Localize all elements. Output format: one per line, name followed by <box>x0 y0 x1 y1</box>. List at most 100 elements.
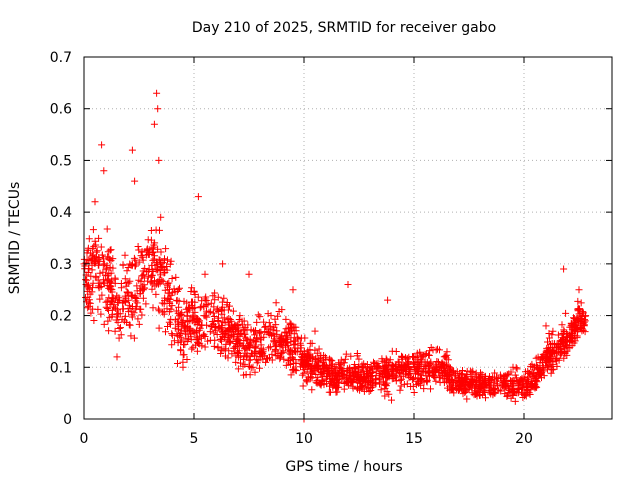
data-point <box>102 298 110 306</box>
data-point <box>106 286 114 294</box>
data-point <box>82 276 89 284</box>
data-point <box>198 297 206 305</box>
data-point <box>97 310 105 318</box>
data-point <box>332 370 339 378</box>
data-point <box>581 328 589 336</box>
data-point <box>461 386 469 394</box>
data-point <box>226 325 233 333</box>
data-point <box>235 350 242 357</box>
data-point <box>392 362 399 370</box>
data-point <box>175 303 183 311</box>
data-point <box>311 327 319 335</box>
data-point <box>427 385 434 393</box>
data-point <box>322 362 330 370</box>
data-point <box>177 347 185 355</box>
data-point <box>128 292 136 300</box>
data-point <box>219 260 227 268</box>
data-point <box>308 386 316 394</box>
data-point <box>155 156 163 164</box>
data-point <box>266 322 274 330</box>
data-point <box>405 370 413 377</box>
data-point <box>253 335 261 343</box>
data-point <box>200 302 208 310</box>
data-point <box>127 291 135 299</box>
data-point <box>201 270 209 278</box>
data-points <box>80 89 590 423</box>
data-point <box>392 373 400 381</box>
data-point <box>287 347 295 354</box>
data-point <box>339 359 347 367</box>
data-point <box>301 366 309 374</box>
data-point <box>130 254 138 262</box>
data-point <box>388 347 396 355</box>
data-point <box>566 338 574 346</box>
data-point <box>275 336 283 344</box>
data-point <box>183 338 191 345</box>
data-point <box>85 235 93 243</box>
data-point <box>107 257 115 265</box>
data-point <box>165 279 173 287</box>
data-point <box>571 332 579 340</box>
data-point <box>118 315 126 323</box>
data-point <box>165 318 173 326</box>
data-point <box>137 252 145 260</box>
data-point <box>287 371 295 379</box>
x-tick-label: 0 <box>80 431 89 447</box>
data-point <box>145 249 153 257</box>
data-point <box>436 372 444 380</box>
data-point <box>418 377 426 385</box>
data-point <box>167 257 175 265</box>
data-point <box>104 248 112 256</box>
data-point <box>252 349 260 357</box>
data-point <box>246 342 254 350</box>
data-point <box>91 237 99 245</box>
data-point <box>150 255 158 263</box>
data-point <box>399 353 407 361</box>
y-tick-label: 0.6 <box>50 102 72 118</box>
data-point <box>328 365 336 373</box>
data-point <box>451 372 459 380</box>
data-point <box>164 294 172 302</box>
y-tick-label: 0.1 <box>50 360 72 376</box>
data-point <box>544 365 551 373</box>
data-point <box>276 355 284 363</box>
data-point <box>366 364 374 372</box>
x-tick-label: 15 <box>405 431 423 447</box>
data-point <box>108 306 116 314</box>
data-point <box>386 356 394 364</box>
data-point <box>211 296 219 304</box>
data-point <box>160 310 168 318</box>
data-point <box>308 374 316 382</box>
data-point <box>220 294 228 302</box>
data-point <box>442 361 450 369</box>
data-point <box>355 355 363 363</box>
data-point <box>163 266 171 274</box>
data-point <box>83 256 91 264</box>
grid-lines <box>84 57 612 419</box>
data-point <box>536 370 544 378</box>
data-point <box>215 314 222 322</box>
data-point <box>560 354 568 362</box>
data-point <box>360 367 368 375</box>
data-point <box>513 374 520 382</box>
data-point <box>131 262 139 270</box>
data-point <box>190 288 198 296</box>
data-point <box>397 370 405 378</box>
data-point <box>517 376 525 384</box>
data-point <box>381 392 389 400</box>
data-point <box>572 315 580 323</box>
data-point <box>524 367 532 375</box>
data-point <box>388 375 396 383</box>
data-point <box>152 290 160 298</box>
data-point <box>528 368 536 376</box>
data-point <box>100 278 108 286</box>
data-point <box>230 347 238 355</box>
data-point <box>89 226 97 234</box>
data-point <box>148 245 156 253</box>
data-point <box>179 363 187 371</box>
data-point <box>450 379 457 387</box>
data-point <box>300 369 308 377</box>
data-point <box>177 310 185 318</box>
data-point <box>111 279 119 287</box>
data-point <box>236 340 244 348</box>
